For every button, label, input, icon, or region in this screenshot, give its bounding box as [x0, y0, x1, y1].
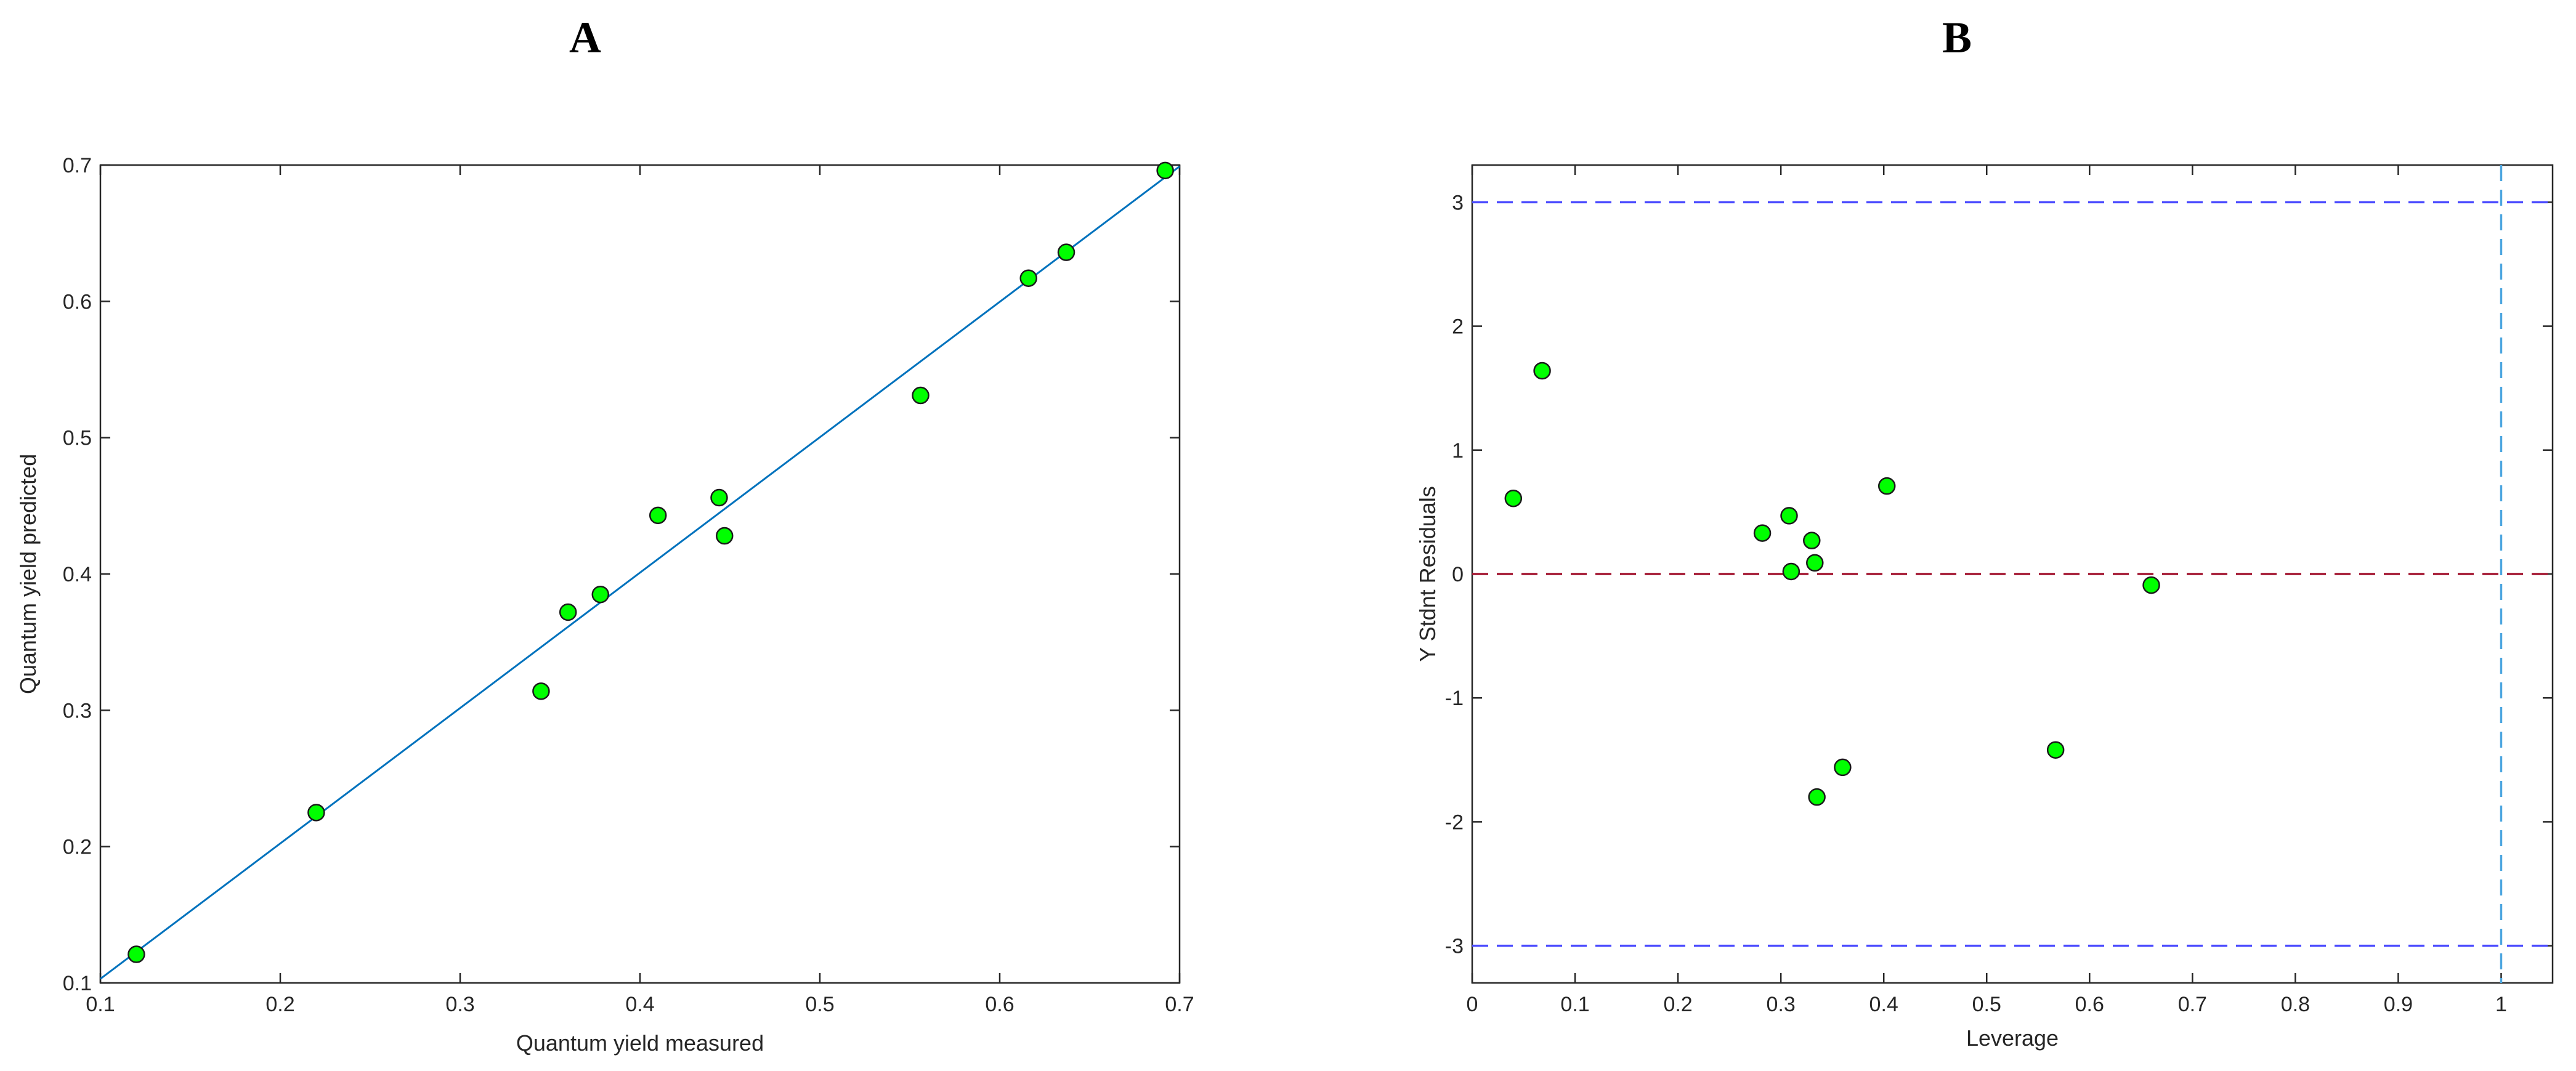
- panel-b-data-point: [1877, 477, 1896, 495]
- panel-a-x-tick-label: 0.7: [1165, 993, 1194, 1016]
- panel-a-data-point: [591, 585, 610, 604]
- panel-a-data-point: [307, 804, 325, 822]
- panel-a-data-point: [710, 488, 728, 507]
- panel-b-data-point: [1780, 507, 1798, 525]
- panel-a-y-axis-label: Quantum yield predicted: [15, 454, 41, 694]
- panel-b-data-point: [1504, 490, 1523, 507]
- panel-b-scatter-chart: B 0 0.1 0.2 0.3 0.4 0.5 0.6 0.7 0.8 0.9 1 -3 -2 -1 0 1 2…: [1415, 13, 2554, 1051]
- panel-b-y-tick-label: 1: [1452, 439, 1464, 463]
- panel-b-y-tick-label: 0: [1452, 563, 1464, 586]
- panel-a-data-point: [1057, 243, 1075, 261]
- panel-b-x-tick-label: 0.3: [1767, 993, 1796, 1016]
- panel-a-data-point: [532, 682, 550, 700]
- panel-a-fit-line: [100, 166, 1180, 980]
- panel-b-x-tick-label: 0.9: [2384, 993, 2413, 1016]
- panel-a-x-tick-label: 0.5: [805, 993, 834, 1016]
- panel-b-y-axis-label: Y Stdnt Residuals: [1415, 486, 1440, 662]
- panel-b-x-axis-label: Leverage: [1966, 1025, 2059, 1051]
- panel-b-data-point: [1806, 554, 1824, 572]
- panel-b-y-tick-label: -2: [1445, 810, 1464, 834]
- panel-b-x-tick-label: 0.1: [1560, 993, 1589, 1016]
- panel-b-x-tick-label: 0.7: [2178, 993, 2207, 1016]
- panel-b-x-tick-label: 0.5: [1972, 993, 2001, 1016]
- panel-b-x-tick-label: 0.6: [2075, 993, 2104, 1016]
- panel-b-data-point: [1782, 562, 1800, 581]
- panel-b-x-tick-label: 0.4: [1869, 993, 1898, 1016]
- panel-a-y-tick-label: 0.5: [63, 427, 92, 450]
- panel-a-data-point: [559, 603, 577, 621]
- panel-a-y-tick-label: 0.4: [63, 563, 92, 586]
- panel-b-x-tick-label: 1: [2495, 993, 2507, 1016]
- panel-b-x-tick-label: 0.8: [2281, 993, 2310, 1016]
- panel-a-x-tick-label: 0.6: [985, 993, 1014, 1016]
- panel-a-data-point: [715, 527, 734, 545]
- panel-b-data-point: [1753, 524, 1772, 542]
- panel-b-y-tick-label: 3: [1452, 191, 1464, 214]
- panel-a-y-tick-label: 0.1: [63, 972, 92, 995]
- panel-a-data-point: [1156, 161, 1174, 180]
- panel-a-data-point: [912, 386, 930, 405]
- panel-b-y-tick-label: -1: [1445, 687, 1464, 710]
- panel-b-data-point: [1834, 758, 1852, 777]
- panel-b-data-point: [1803, 531, 1821, 549]
- panel-a-x-tick-label: 0.1: [86, 993, 115, 1016]
- panel-a-y-tick-label: 0.6: [63, 290, 92, 313]
- panel-b-data-point: [1533, 362, 1551, 380]
- panel-a-y-tick-label: 0.3: [63, 699, 92, 722]
- panel-a-data-point: [649, 506, 667, 525]
- panel-a-x-tick-label: 0.3: [445, 993, 474, 1016]
- panel-a-letter: A: [569, 13, 601, 62]
- panel-a-x-tick-label: 0.2: [265, 993, 294, 1016]
- panel-a-y-tick-label: 0.7: [63, 154, 92, 177]
- panel-a-data-point: [1019, 269, 1037, 287]
- panel-b-x-tick-label: 0.2: [1663, 993, 1692, 1016]
- panel-a-data-point: [128, 945, 145, 963]
- panel-a-x-axis-label: Quantum yield measured: [516, 1030, 764, 1056]
- panel-b-y-tick-label: -3: [1445, 935, 1464, 958]
- panel-a-y-tick-label: 0.2: [63, 836, 92, 859]
- panel-b-data-point: [2046, 741, 2065, 759]
- panel-b-data-point: [2142, 576, 2160, 594]
- panel-b-letter: B: [1942, 13, 1972, 62]
- panel-b-data-point: [1808, 788, 1826, 806]
- panel-b-x-tick-label: 0: [1467, 993, 1478, 1016]
- panel-a-x-tick-label: 0.4: [625, 993, 654, 1016]
- panel-b-y-tick-label: 2: [1452, 315, 1464, 339]
- panel-a-scatter-chart: A 0.1 0.2 0.3 0.4 0.5 0.6 0.7 0.1 0.2 0.3 0.4 0.5 0.…: [15, 13, 1194, 1056]
